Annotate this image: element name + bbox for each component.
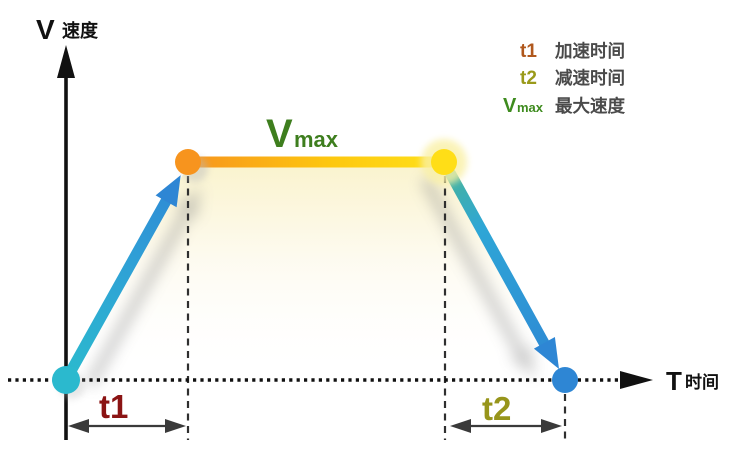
- legend-t1-desc: 加速时间: [554, 41, 625, 61]
- y-axis-symbol: V: [36, 14, 55, 45]
- y-axis-label: V 速度: [36, 14, 99, 45]
- accel-end-point-dot: [175, 149, 201, 175]
- y-axis-text: 速度: [62, 20, 99, 41]
- vmax-subscript: max: [294, 127, 339, 152]
- legend-t2-key: t2: [520, 68, 537, 89]
- legend-t2-desc: 减速时间: [555, 68, 625, 88]
- vmax-label: V max: [266, 112, 339, 156]
- acceleration-arrow: [66, 175, 181, 375]
- legend-item-t2: t2 减速时间: [520, 68, 625, 89]
- t2-label: t2: [482, 390, 511, 427]
- x-axis-text: 时间: [685, 372, 719, 392]
- t1-label: t1: [99, 388, 128, 425]
- end-point-dot: [552, 367, 578, 393]
- t1-dimension-arrow: [68, 419, 186, 433]
- decel-start-point-dot: [431, 149, 457, 175]
- x-axis-label: T 时间: [666, 366, 719, 396]
- deceleration-arrow-shadow: [421, 177, 535, 378]
- legend-item-t1: t1 加速时间: [520, 41, 625, 62]
- legend: t1 加速时间 t2 减速时间 V max 最大速度: [503, 41, 625, 117]
- legend-t1-key: t1: [520, 41, 537, 62]
- x-axis-arrowhead: [620, 371, 653, 389]
- t2-dimension-arrow: [450, 419, 562, 433]
- vmax-symbol: V: [266, 112, 293, 156]
- legend-item-vmax: V max 最大速度: [503, 95, 625, 117]
- start-point-dot: [52, 366, 80, 394]
- deceleration-arrow: [445, 168, 559, 369]
- legend-vmax-desc: 最大速度: [555, 96, 625, 116]
- legend-vmax-key: V: [503, 95, 517, 117]
- legend-vmax-key-sub: max: [517, 100, 544, 115]
- x-axis-symbol: T: [666, 366, 682, 396]
- profile-area-fill: [66, 166, 565, 378]
- y-axis-arrowhead: [57, 45, 75, 78]
